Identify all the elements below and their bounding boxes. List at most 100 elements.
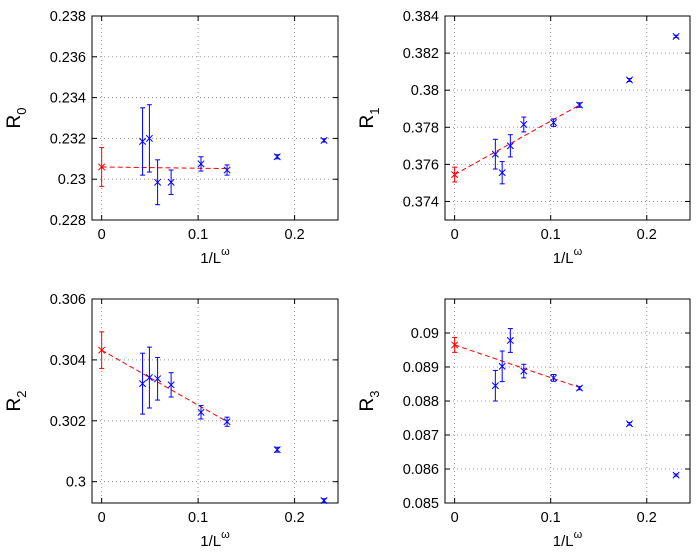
data-point <box>625 420 634 428</box>
data-point <box>625 76 634 84</box>
y-axis-label-main: R <box>357 398 378 412</box>
x-tick-label: 0.1 <box>541 227 561 243</box>
y-tick-label: 0.09 <box>411 326 439 342</box>
data-point <box>145 104 153 173</box>
y-tick-label: 0.38 <box>411 83 439 99</box>
x-marker <box>273 446 281 454</box>
x-tick-label: 0.2 <box>637 510 657 526</box>
y-tick-label: 0.088 <box>403 394 439 410</box>
x-marker <box>498 362 506 370</box>
data-point <box>520 116 528 133</box>
x-marker <box>138 380 147 388</box>
x-axis-label-superscript: ω <box>221 246 230 258</box>
y-tick-label: 0.087 <box>403 428 439 444</box>
data-point <box>506 134 514 158</box>
y-tick-label: 0.23 <box>58 172 86 188</box>
y-tick-label: 0.306 <box>50 292 86 308</box>
x-marker <box>520 367 528 375</box>
y-axis-label-main: R <box>357 115 378 129</box>
x-tick-label: 0.1 <box>188 510 208 526</box>
data-point <box>167 169 175 195</box>
data-point <box>320 136 328 144</box>
x-marker <box>98 346 106 354</box>
y-tick-label: 0.378 <box>403 120 439 136</box>
y-tick-label: 0.376 <box>403 157 439 173</box>
y-tick-label: 0.238 <box>50 9 86 25</box>
x-marker <box>520 120 528 129</box>
x-tick-label: 0 <box>451 227 459 243</box>
y-axis-label-main: R <box>4 398 25 412</box>
data-point <box>320 497 328 505</box>
y-tick-label: 0.085 <box>403 496 439 512</box>
data-point <box>145 346 153 409</box>
x-tick-label: 0 <box>451 510 459 526</box>
data-point <box>197 156 205 172</box>
fit-line <box>101 349 228 423</box>
data-point <box>575 384 584 392</box>
x-marker <box>197 408 205 416</box>
data-point <box>167 372 175 398</box>
x-marker <box>320 497 328 505</box>
data-point <box>223 164 231 176</box>
y-axis-label: R2 <box>4 391 29 412</box>
x-marker <box>506 336 514 345</box>
data-point <box>506 328 514 353</box>
x-marker <box>154 178 162 186</box>
x-marker <box>672 32 680 40</box>
data-point <box>138 107 147 176</box>
y-tick-label: 0.374 <box>403 194 439 210</box>
x-tick-label: 0.1 <box>541 510 561 526</box>
y-axis-label-subscript: 2 <box>14 391 29 398</box>
x-marker <box>223 166 231 174</box>
y-tick-label: 0.302 <box>50 414 86 430</box>
y-tick-label: 0.228 <box>50 213 86 229</box>
extrapolated-point <box>98 331 106 369</box>
y-tick-label: 0.384 <box>403 9 439 25</box>
x-marker <box>138 137 147 146</box>
x-marker <box>550 119 558 127</box>
x-axis-label-superscript: ω <box>574 529 583 541</box>
x-tick-label: 0 <box>98 227 106 243</box>
data-point <box>498 350 506 383</box>
x-axis-label: 1/Lω <box>200 246 230 267</box>
data-point <box>520 363 528 379</box>
y-axis-label: R0 <box>4 108 29 129</box>
x-axis-label: 1/Lω <box>553 246 583 267</box>
x-marker <box>167 178 175 186</box>
data-point <box>491 369 499 402</box>
data-point <box>575 101 584 109</box>
data-point <box>273 446 281 454</box>
x-tick-label: 0.1 <box>188 227 208 243</box>
y-tick-label: 0.234 <box>50 91 86 107</box>
y-axis-label-subscript: 1 <box>367 108 382 115</box>
x-axis-label-main: 1/L <box>553 533 574 550</box>
y-axis-label: R3 <box>357 391 382 412</box>
x-marker <box>145 374 153 382</box>
y-axis-label-subscript: 3 <box>367 391 382 398</box>
y-tick-label: 0.304 <box>50 353 86 369</box>
chart-panel-2: 0 0.1 0.2 0.3 0.302 0.304 0.306 R2 1/Lω <box>4 292 339 550</box>
data-point <box>672 471 680 479</box>
data-point <box>273 153 281 161</box>
x-marker <box>625 420 634 428</box>
x-axis-label-superscript: ω <box>574 246 583 258</box>
x-axis-label-superscript: ω <box>221 529 230 541</box>
chart-panel-3: 0 0.1 0.2 0.085 0.086 0.087 0.088 0.089 0.09 R3 1/… <box>357 298 691 550</box>
y-tick-label: 0.236 <box>50 50 86 66</box>
x-marker <box>451 341 459 349</box>
data-point <box>197 405 205 420</box>
x-marker <box>167 381 175 389</box>
x-marker <box>320 136 328 144</box>
x-marker <box>550 374 558 382</box>
x-marker <box>451 171 459 179</box>
y-axis-label-subscript: 0 <box>14 108 29 115</box>
extrapolated-point <box>98 147 106 187</box>
y-tick-label: 0.086 <box>403 462 439 478</box>
x-tick-label: 0 <box>98 510 106 526</box>
x-axis-label: 1/Lω <box>200 529 230 550</box>
x-marker <box>223 418 231 426</box>
axes-frame <box>444 15 691 221</box>
x-marker <box>491 382 499 390</box>
data-point <box>223 416 231 427</box>
